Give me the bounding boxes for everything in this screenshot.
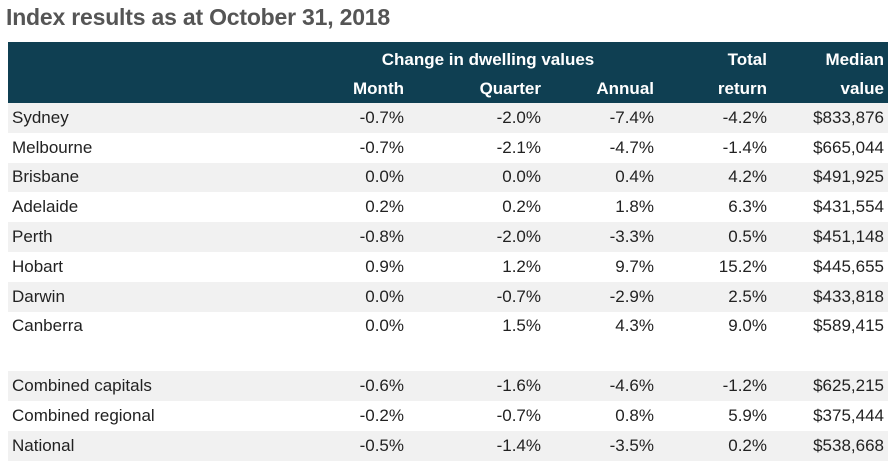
header-total-top: Total (727, 49, 767, 69)
spacer-row (8, 341, 888, 371)
cell-annual: -7.4% (609, 107, 654, 127)
table-body: Sydney -0.7% -2.0% -7.4% -4.2% $833,876 Melbou… (8, 103, 888, 461)
cell-total: -4.2% (722, 107, 767, 127)
cell-name: Brisbane (12, 167, 80, 187)
cell-quarter: -2.0% (496, 227, 541, 247)
cell-month: 0.9% (365, 256, 404, 276)
cell-quarter: -2.1% (496, 137, 541, 157)
cell-quarter: 1.2% (502, 256, 541, 276)
table-row: Brisbane 0.0% 0.0% 0.4% 4.2% $491,925 (8, 162, 888, 193)
header-annual: Annual (596, 78, 654, 98)
cell-name: Combined capitals (12, 376, 152, 396)
cell-total: 2.5% (728, 286, 767, 306)
cell-month: 0.0% (365, 167, 404, 187)
cell-annual: 1.8% (615, 197, 654, 217)
cell-month: 0.2% (365, 197, 404, 217)
cell-name: Adelaide (12, 197, 79, 217)
table-row: Hobart 0.9% 1.2% 9.7% 15.2% $445,655 (8, 252, 888, 282)
cell-median: $625,215 (813, 376, 884, 396)
cell-name: National (12, 435, 75, 455)
cell-median: $431,554 (813, 197, 884, 217)
cell-annual: -3.5% (609, 435, 654, 455)
cell-median: $491,925 (813, 167, 884, 187)
table-row: Sydney -0.7% -2.0% -7.4% -4.2% $833,876 (8, 103, 888, 133)
header-change-group: Change in dwelling values (381, 49, 595, 69)
table-row: Canberra 0.0% 1.5% 4.3% 9.0% $589,415 (8, 312, 888, 342)
cell-annual: -3.3% (609, 227, 654, 247)
cell-total: 9.0% (728, 316, 767, 336)
header-total-bottom: return (717, 78, 767, 98)
cell-quarter: -0.7% (496, 405, 541, 425)
cell-name: Hobart (12, 256, 64, 276)
table-header: Change in dwelling values Total Median M… (8, 42, 888, 103)
page-title: Index results as at October 31, 2018 (6, 4, 390, 30)
cell-median: $375,444 (813, 405, 884, 425)
cell-month: -0.7% (359, 137, 404, 157)
cell-median: $445,655 (813, 256, 884, 276)
cell-annual: -4.6% (609, 376, 654, 396)
header-blank (8, 42, 318, 74)
table-row: National -0.5% -1.4% -3.5% 0.2% $538,668 (8, 430, 888, 461)
cell-annual: 4.3% (615, 316, 654, 336)
header-median-top: Median (825, 49, 884, 69)
header-median-bottom: value (840, 78, 884, 98)
cell-quarter: -1.6% (496, 376, 541, 396)
cell-total: 0.2% (728, 435, 767, 455)
cell-median: $451,148 (813, 227, 884, 247)
cell-quarter: 1.5% (502, 316, 541, 336)
cell-name: Melbourne (12, 137, 93, 157)
cell-quarter: -0.7% (496, 286, 541, 306)
cell-name: Perth (12, 227, 53, 247)
index-results-table: Change in dwelling values Total Median M… (8, 42, 888, 461)
cell-median: $589,415 (813, 316, 884, 336)
cell-quarter: 0.0% (502, 167, 541, 187)
cell-annual: 0.4% (615, 167, 654, 187)
spacer-cell (8, 341, 888, 371)
cell-month: -0.6% (359, 376, 404, 396)
cell-quarter: -1.4% (496, 435, 541, 455)
header-quarter: Quarter (479, 78, 541, 98)
cell-name: Darwin (12, 286, 65, 306)
cell-median: $665,044 (813, 137, 884, 157)
cell-median: $833,876 (813, 107, 884, 127)
cell-total: 15.2% (718, 256, 767, 276)
cell-total: -1.4% (722, 137, 767, 157)
cell-annual: -4.7% (609, 137, 654, 157)
cell-quarter: 0.2% (502, 197, 541, 217)
table-row: Darwin 0.0% -0.7% -2.9% 2.5% $433,818 (8, 281, 888, 312)
cell-total: -1.2% (722, 376, 767, 396)
table-row: Perth -0.8% -2.0% -3.3% 0.5% $451,148 (8, 222, 888, 252)
table-row: Combined capitals -0.6% -1.6% -4.6% -1.2% $62… (8, 371, 888, 401)
cell-quarter: -2.0% (496, 107, 541, 127)
cell-annual: -2.9% (609, 286, 654, 306)
cell-month: -0.5% (359, 435, 404, 455)
cell-annual: 9.7% (615, 256, 654, 276)
cell-annual: 0.8% (615, 405, 654, 425)
cell-month: -0.2% (359, 405, 404, 425)
table-row: Combined regional -0.2% -0.7% 0.8% 5.9% $375,… (8, 401, 888, 431)
cell-total: 5.9% (728, 405, 767, 425)
table-row: Adelaide 0.2% 0.2% 1.8% 6.3% $431,554 (8, 192, 888, 222)
cell-total: 0.5% (728, 227, 767, 247)
cell-total: 4.2% (728, 167, 767, 187)
table-row: Melbourne -0.7% -2.1% -4.7% -1.4% $665,044 (8, 133, 888, 163)
cell-name: Canberra (12, 316, 83, 336)
cell-month: 0.0% (365, 316, 404, 336)
cell-month: -0.7% (359, 107, 404, 127)
cell-median: $538,668 (813, 435, 884, 455)
header-blank (8, 74, 318, 103)
cell-month: 0.0% (365, 286, 404, 306)
header-month: Month (353, 78, 404, 98)
cell-median: $433,818 (813, 286, 884, 306)
cell-name: Combined regional (12, 405, 155, 425)
cell-month: -0.8% (359, 227, 404, 247)
cell-total: 6.3% (728, 197, 767, 217)
cell-name: Sydney (12, 107, 69, 127)
